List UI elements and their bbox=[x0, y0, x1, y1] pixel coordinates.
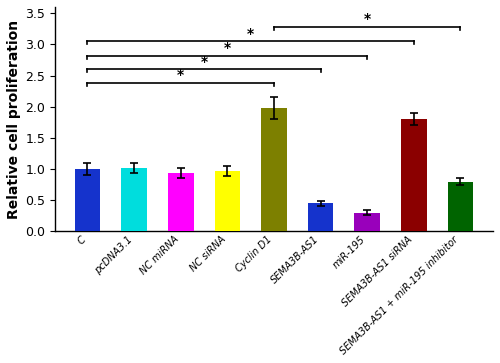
Text: *: * bbox=[200, 55, 207, 69]
Bar bbox=[354, 213, 380, 232]
Bar bbox=[74, 169, 101, 232]
Text: *: * bbox=[224, 41, 231, 55]
Bar bbox=[401, 119, 426, 232]
Bar bbox=[261, 108, 287, 232]
Text: *: * bbox=[364, 12, 370, 26]
Text: *: * bbox=[177, 68, 184, 82]
Y-axis label: Relative cell proliferation: Relative cell proliferation bbox=[7, 20, 21, 219]
Bar bbox=[122, 168, 147, 232]
Bar bbox=[308, 203, 334, 232]
Bar bbox=[448, 182, 473, 232]
Bar bbox=[214, 171, 240, 232]
Text: *: * bbox=[247, 26, 254, 41]
Bar bbox=[168, 174, 194, 232]
